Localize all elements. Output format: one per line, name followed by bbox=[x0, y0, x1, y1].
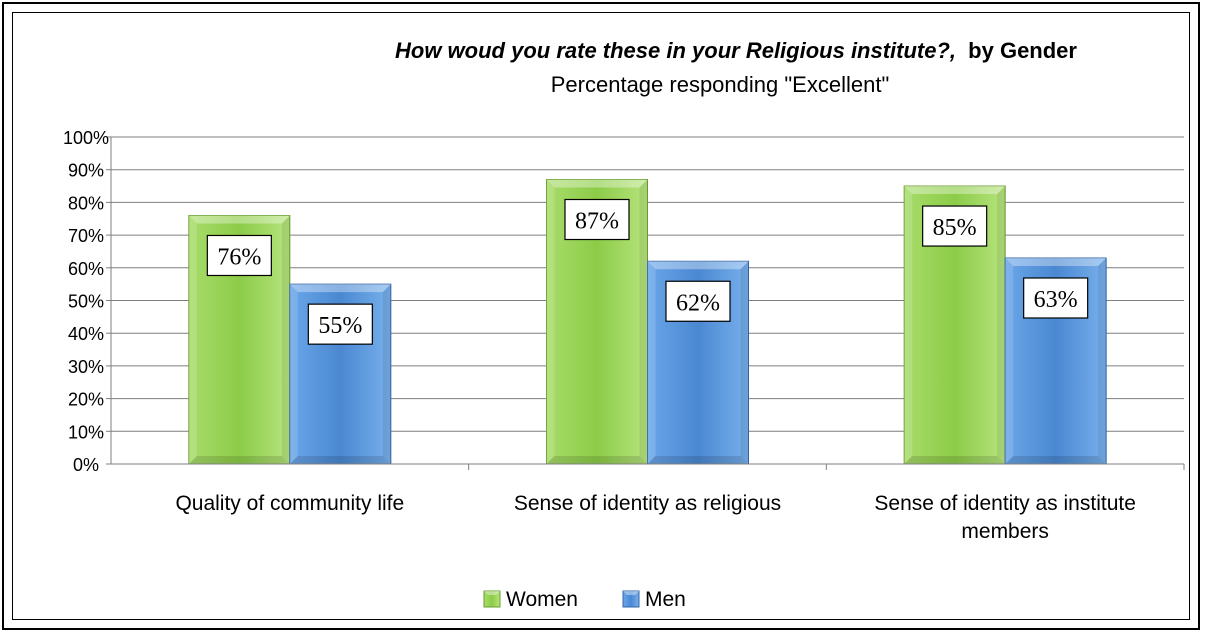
y-tick-label: 70% bbox=[68, 226, 104, 246]
bar-bevel-right bbox=[740, 261, 749, 464]
bar-bevel-left bbox=[188, 215, 197, 464]
bar-bevel-bottom bbox=[289, 456, 391, 464]
bar-bevel-top bbox=[546, 179, 648, 188]
data-label-box bbox=[307, 303, 373, 345]
legend-swatch-bevel bbox=[623, 591, 639, 595]
y-tick-label: 10% bbox=[68, 422, 104, 442]
chart-title-main: How woud you rate these in your Religiou… bbox=[395, 38, 956, 63]
data-label-box bbox=[206, 234, 272, 277]
data-label: 87% bbox=[564, 198, 630, 241]
chart-subtitle: Percentage responding "Excellent" bbox=[551, 72, 890, 97]
bar-bevel-left bbox=[289, 284, 298, 464]
x-tick-label: Sense of identity as institute bbox=[874, 492, 1136, 515]
bar-bevel-right bbox=[639, 179, 648, 464]
x-axis: Quality of community life Sense of identi… bbox=[111, 463, 1185, 543]
data-label: 63% bbox=[1023, 277, 1089, 319]
bar-body bbox=[289, 283, 392, 465]
y-tick-label: 0% bbox=[73, 455, 99, 475]
data-label-text: 85% bbox=[933, 215, 977, 241]
y-tick-label: 80% bbox=[68, 193, 104, 213]
data-label-text: 62% bbox=[676, 290, 720, 316]
legend-label: Men bbox=[645, 588, 686, 611]
legend-label: Women bbox=[506, 588, 578, 611]
bar-bevel-bottom bbox=[647, 456, 749, 464]
bar-bevel-top bbox=[188, 215, 290, 224]
data-label: 55% bbox=[307, 303, 373, 345]
bar-bevel-left bbox=[1005, 257, 1014, 464]
legend-swatch bbox=[483, 590, 501, 608]
bar-men-2 bbox=[1004, 257, 1107, 465]
data-label-box bbox=[922, 205, 988, 247]
y-tick-label: 60% bbox=[68, 259, 104, 279]
bar-bevel-top bbox=[289, 284, 391, 293]
bar-bevel-top bbox=[647, 261, 749, 270]
chart-title: How woud you rate these in your Religiou… bbox=[395, 38, 1077, 63]
data-label-text: 76% bbox=[217, 244, 261, 270]
data-label-text: 87% bbox=[575, 209, 619, 235]
data-label-text: 63% bbox=[1034, 287, 1078, 313]
y-tick-label: 30% bbox=[68, 357, 104, 377]
y-tick-label: 50% bbox=[68, 292, 104, 312]
legend-item-women: Women bbox=[483, 588, 578, 611]
bar-bevel-right bbox=[281, 215, 290, 464]
bar-bevel-right bbox=[382, 284, 391, 464]
bar-bevel-bottom bbox=[188, 456, 290, 464]
bar-women-2 bbox=[903, 185, 1006, 465]
bar-bevel-right bbox=[1098, 257, 1107, 464]
data-label: 76% bbox=[206, 234, 272, 277]
bar-bevel-top bbox=[1005, 257, 1107, 266]
x-tick-label: Quality of community life bbox=[175, 492, 404, 515]
bar-bevel-bottom bbox=[1005, 456, 1107, 464]
y-tick-label: 90% bbox=[68, 161, 104, 181]
bar-bevel-left bbox=[546, 179, 555, 464]
legend-swatch-bevel bbox=[484, 591, 500, 595]
legend-item-men: Men bbox=[622, 588, 686, 611]
chart-inner-border bbox=[12, 12, 1190, 620]
data-label: 85% bbox=[922, 205, 988, 247]
bar-bevel-left bbox=[904, 186, 913, 465]
bar-bevel-left bbox=[647, 261, 656, 464]
data-label-box bbox=[665, 280, 731, 322]
chart-title-suffix: by Gender bbox=[968, 38, 1077, 63]
y-tick-label: 40% bbox=[68, 324, 104, 344]
data-label-box bbox=[1023, 277, 1089, 319]
data-label: 62% bbox=[665, 280, 731, 322]
bar-men-0 bbox=[289, 283, 392, 465]
bar-bevel-bottom bbox=[546, 456, 648, 464]
x-tick-label: members bbox=[961, 520, 1049, 543]
bars: 76% 55% 87% 62% 85% 63% bbox=[188, 179, 1107, 465]
legend-swatch bbox=[622, 590, 640, 608]
bar-bevel-top bbox=[904, 186, 1006, 195]
data-label-text: 55% bbox=[318, 313, 362, 339]
y-tick-label: 20% bbox=[68, 390, 104, 410]
y-tick-label: 100% bbox=[63, 128, 109, 148]
bar-bevel-bottom bbox=[904, 456, 1006, 464]
y-axis: 0% 10% 20% 30% 40% 50% 60% 70% 80% 90% 100% bbox=[63, 128, 112, 475]
legend: Women Men bbox=[483, 588, 686, 611]
data-label-box bbox=[564, 198, 630, 241]
bar-bevel-right bbox=[997, 186, 1006, 465]
x-tick-label: Sense of identity as religious bbox=[514, 492, 781, 515]
